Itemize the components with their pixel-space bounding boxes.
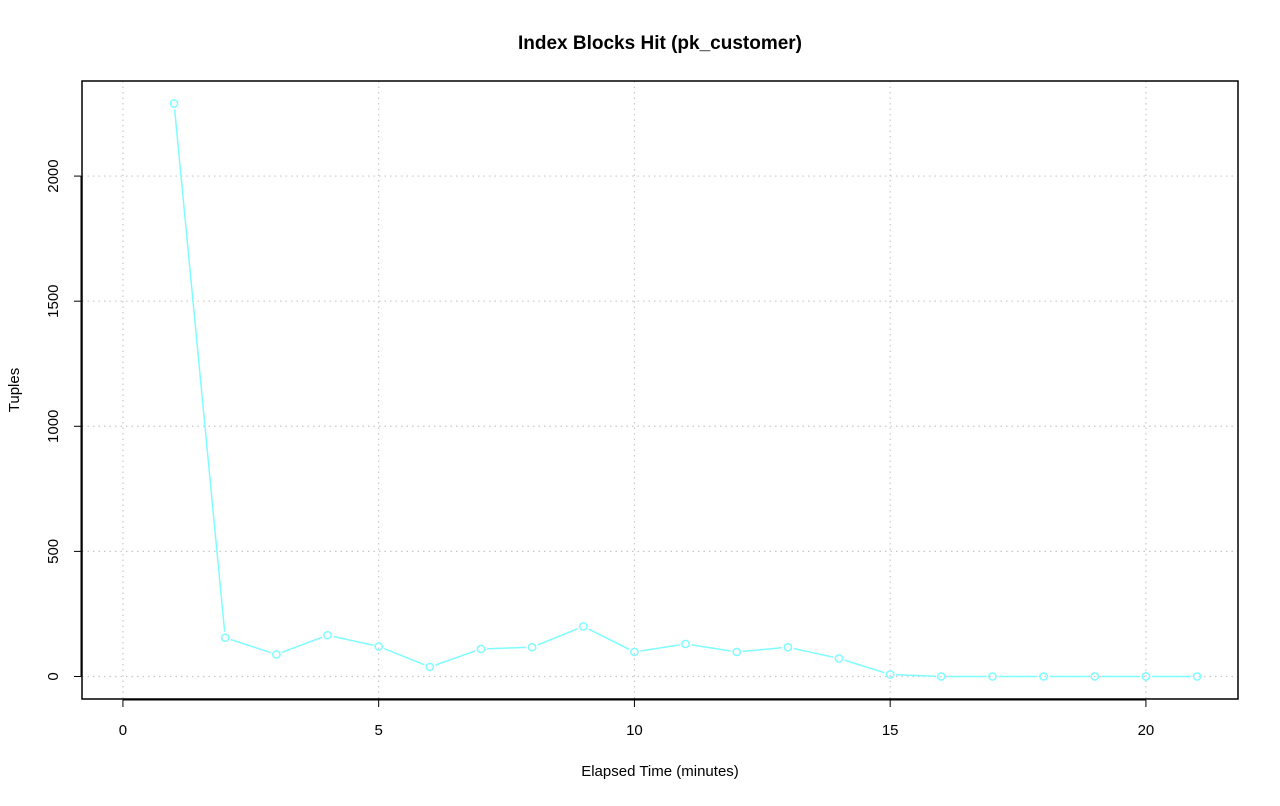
series-line-segment <box>588 628 630 650</box>
data-point <box>527 642 537 652</box>
plot-frame <box>81 80 1239 700</box>
series-line-segment <box>281 636 323 654</box>
series-line-segment <box>435 650 476 666</box>
data-point <box>681 639 690 649</box>
y-tick-label: 2000 <box>45 159 62 192</box>
series-line-segment <box>640 644 680 652</box>
series-line-segment <box>173 109 226 632</box>
data-point <box>272 650 281 659</box>
series-line-segment <box>537 628 578 646</box>
data-point <box>732 647 742 657</box>
grid <box>82 81 1238 699</box>
data-point <box>425 662 435 672</box>
series-line-segment <box>486 646 527 650</box>
series-layer <box>169 99 1202 681</box>
series-line-segment <box>896 673 936 677</box>
series-line-segment <box>844 659 885 674</box>
data-point <box>988 672 997 681</box>
data-point <box>834 654 844 663</box>
y-tick-label: 1000 <box>45 410 62 443</box>
chart-title: Index Blocks Hit (pk_customer) <box>518 33 802 54</box>
data-point <box>169 99 179 108</box>
series-line-segment <box>793 647 834 658</box>
data-point <box>323 630 332 640</box>
series-line-segment <box>383 647 425 666</box>
data-point <box>630 647 639 657</box>
series-line-segment <box>333 635 373 646</box>
y-tick-label: 500 <box>45 539 62 564</box>
data-point <box>885 670 895 679</box>
data-point <box>936 672 946 681</box>
data-point <box>783 642 793 652</box>
series-line-segment <box>230 638 271 654</box>
y-tick-label: 0 <box>45 672 62 680</box>
data-point <box>1192 672 1202 681</box>
data-point <box>1039 672 1048 681</box>
x-tick-label: 5 <box>375 722 383 739</box>
series-line-segment <box>691 644 731 652</box>
x-tick-label: 10 <box>626 722 643 739</box>
data-point <box>374 642 384 651</box>
data-point <box>1090 672 1100 681</box>
x-tick-label: 0 <box>119 722 127 739</box>
axes: 0 5 10 15 20 0 500 1000 1500 2000 <box>45 159 1154 739</box>
x-tick-label: 15 <box>882 722 899 739</box>
x-tick-label: 20 <box>1138 722 1155 739</box>
y-tick-label: 1500 <box>45 284 62 317</box>
y-axis-label: Tuples <box>6 368 23 412</box>
x-axis-label: Elapsed Time (minutes) <box>581 763 739 780</box>
series-line-segment <box>742 647 782 653</box>
data-point <box>476 644 486 654</box>
data-point <box>220 633 230 643</box>
data-point <box>1141 672 1151 681</box>
data-point <box>578 622 588 631</box>
